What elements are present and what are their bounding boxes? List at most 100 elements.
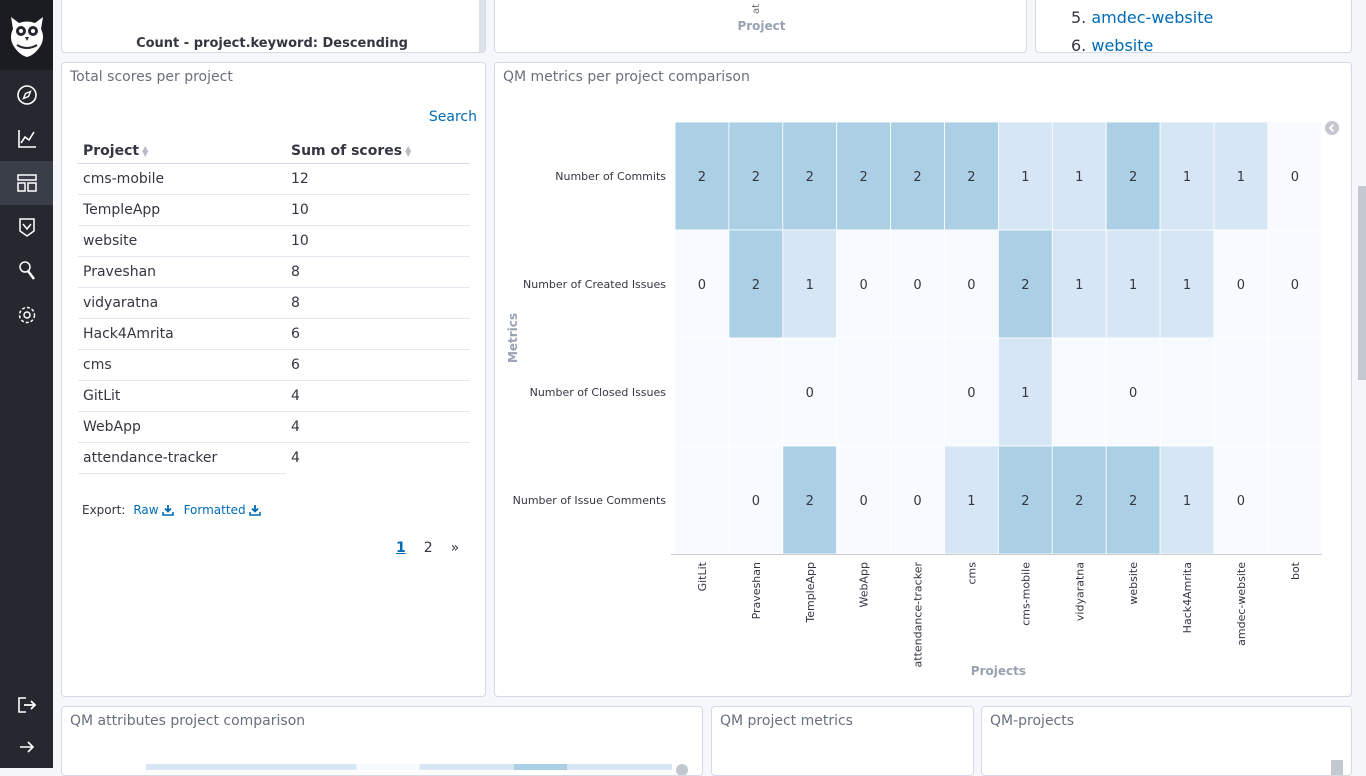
heatmap-cell	[944, 229, 999, 339]
page-1-link[interactable]: 1	[396, 540, 406, 556]
panel-title: QM-projects	[990, 713, 1075, 729]
heatmap-cell	[836, 445, 892, 555]
page-scrollbar[interactable]	[1358, 186, 1366, 380]
score-cell: 10	[286, 225, 470, 257]
cell-value-label: 2	[1129, 494, 1137, 509]
heatmap-cell	[890, 337, 945, 447]
cell-value-label: 2	[806, 494, 814, 509]
cell-value-label: 0	[698, 278, 706, 293]
page-2-link[interactable]: 2	[423, 540, 433, 556]
cell-value-label: 0	[806, 386, 814, 401]
heatmap-cell	[674, 229, 730, 339]
table-row: WebApp 4	[78, 411, 470, 443]
next-page-link[interactable]: »	[450, 540, 460, 556]
project-cell: Hack4Amrita	[78, 318, 286, 350]
sort-icon[interactable]: ▲ ▼	[405, 143, 412, 158]
heatmap-cell	[890, 445, 945, 555]
table-row: TempleApp 10	[78, 194, 470, 226]
export-formatted-link[interactable]: Formatted	[184, 503, 261, 517]
heatmap-cell	[1267, 229, 1323, 339]
cell-value-label: 0	[1237, 278, 1245, 293]
export-bar: Export: Raw Formatted	[82, 503, 261, 517]
visualize-icon[interactable]	[0, 117, 53, 161]
cell-value-label: 0	[1129, 386, 1137, 401]
logout-icon[interactable]	[0, 683, 53, 727]
management-icon[interactable]	[0, 293, 53, 337]
cell-value-label: 1	[1021, 170, 1029, 185]
cell-value-label: 1	[1183, 494, 1191, 509]
cell-value-label: 1	[1129, 278, 1137, 293]
panel-scrollbar[interactable]	[1331, 760, 1343, 775]
list-item-link[interactable]: amdec-website	[1091, 8, 1214, 27]
heatmap-cell	[1051, 445, 1107, 555]
cell-value-label: 1	[1183, 278, 1191, 293]
owl-logo-icon[interactable]	[0, 0, 53, 70]
cell-value-label: 2	[752, 170, 760, 185]
download-icon	[248, 505, 261, 516]
side-nav	[0, 0, 53, 768]
project-cell: website	[78, 225, 286, 257]
cell-value-label: 2	[806, 170, 814, 185]
project-cell: vidyaratna	[78, 287, 286, 319]
expand-icon[interactable]	[0, 725, 53, 769]
cell-value-label: 0	[967, 278, 975, 293]
y-tick-label: Number of Created Issues	[523, 278, 666, 291]
table-row: attendance-tracker 4	[78, 442, 470, 474]
heatmap-cell	[1213, 337, 1269, 447]
project-cell: Praveshan	[78, 256, 286, 288]
cell-value-label: 0	[967, 386, 975, 401]
cell-value-label: 1	[1021, 386, 1029, 401]
heatmap-cell	[836, 337, 892, 447]
column-header-score[interactable]: Sum of scores ▲ ▼	[286, 139, 470, 164]
heatmap-cell	[674, 121, 730, 231]
score-cell: 10	[286, 194, 470, 226]
cell-value-label: 2	[752, 278, 760, 293]
heatmap-cell	[728, 445, 784, 555]
cell-value-label: 1	[1075, 278, 1083, 293]
heatmap-cell	[1105, 337, 1161, 447]
x-tick-label: Praveshan	[750, 562, 763, 619]
score-cell: 8	[286, 256, 470, 288]
cell-value-label: 1	[806, 278, 814, 293]
column-header-project[interactable]: Project ▲ ▼	[78, 139, 286, 164]
y-tick-label: Number of Closed Issues	[530, 386, 667, 399]
heatmap-cell	[1213, 229, 1269, 339]
heatmap-cell	[1105, 229, 1161, 339]
legend-toggle-icon[interactable]	[1324, 120, 1340, 136]
project-cell: GitLit	[78, 380, 286, 412]
heatmap-cell	[890, 121, 945, 231]
heatmap-cell	[728, 229, 784, 339]
cell-value-label: 2	[1021, 494, 1029, 509]
heatmap-chart: 2 2 2 2 2 2 1 1 2 1 1 0 Number of Commits 0 2 1 0 0 0 2 1 1 1 0…	[506, 121, 1323, 678]
sort-icon[interactable]: ▲ ▼	[142, 143, 149, 158]
dashboard-icon[interactable]	[0, 161, 53, 205]
project-cell: attendance-tracker	[78, 442, 286, 474]
heatmap-cell	[728, 337, 784, 447]
list-item-link[interactable]: website	[1091, 36, 1154, 53]
attributes-panel: QM attributes project comparison	[61, 706, 703, 776]
search-link[interactable]: Search	[428, 109, 477, 125]
x-axis-title: Projects	[971, 664, 1026, 678]
table-row: vidyaratna 8	[78, 287, 470, 319]
heatmap-cell	[997, 445, 1053, 555]
project-cell: cms-mobile	[78, 163, 286, 195]
discover-icon[interactable]	[0, 73, 53, 117]
table-row: cms-mobile 12	[78, 163, 470, 195]
heatmap-cell	[1159, 337, 1215, 447]
export-raw-link[interactable]: Raw	[133, 503, 174, 517]
heatmap-cell	[674, 445, 730, 555]
score-cell: 6	[286, 318, 470, 350]
legend-toggle-icon[interactable]	[676, 764, 688, 775]
heatmap-cell	[1105, 445, 1161, 555]
panel-scrollbar[interactable]	[479, 0, 485, 52]
download-icon	[161, 505, 174, 516]
timelion-icon[interactable]	[0, 205, 53, 249]
project-list-panel: 5. amdec-website 6. website	[1035, 0, 1352, 53]
score-cell: 6	[286, 349, 470, 381]
cell-value-label: 2	[860, 170, 868, 185]
dev-tools-icon[interactable]	[0, 249, 53, 293]
cell-value-label: 1	[967, 494, 975, 509]
cell-value-label: 2	[698, 170, 706, 185]
table-row: cms 6	[78, 349, 470, 381]
